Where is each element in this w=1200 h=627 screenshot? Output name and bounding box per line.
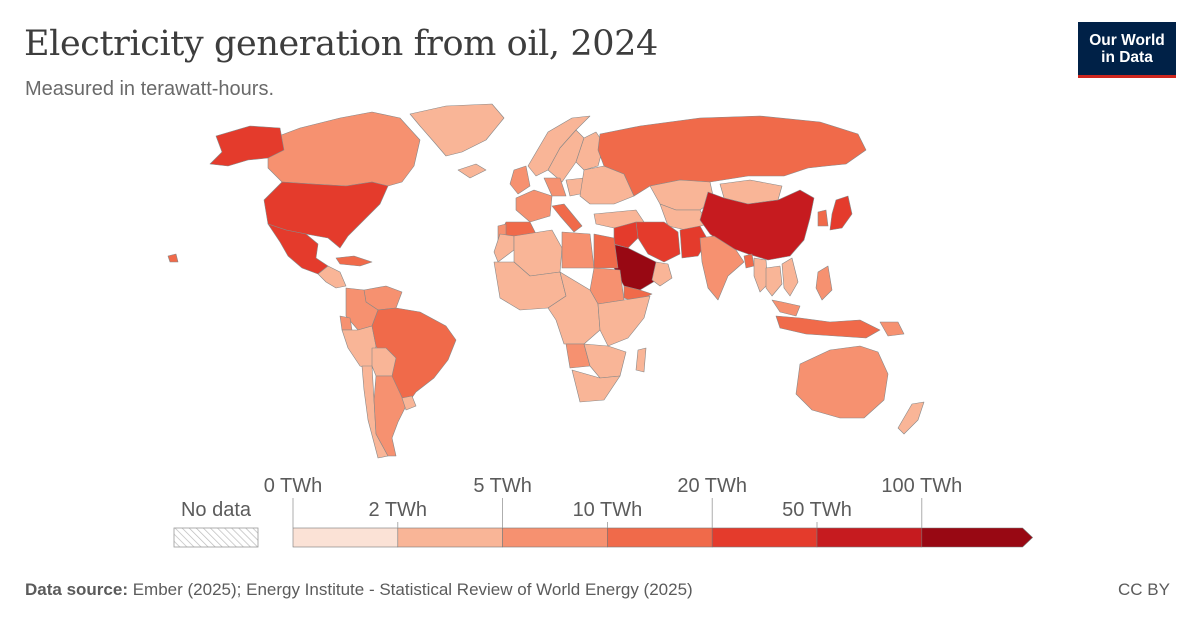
region-uruguay[interactable] (401, 395, 417, 411)
region-papua-new-guinea[interactable] (879, 321, 905, 337)
no-data-swatch (173, 527, 259, 548)
region-philippines[interactable] (815, 265, 833, 301)
region-greenland[interactable] (409, 103, 505, 157)
legend-tick-label-3: 5 TWh (473, 475, 532, 497)
region-germany[interactable] (543, 177, 567, 197)
legend-tick-label-1: 0 TWh (264, 475, 323, 497)
legend-swatch-3[interactable] (502, 527, 608, 548)
source-text: Ember (2025); Energy Institute - Statist… (132, 580, 693, 599)
region-thailand[interactable] (765, 265, 783, 297)
region-east-africa[interactable] (597, 295, 651, 347)
region-finland[interactable] (575, 131, 605, 171)
legend-tick-label-6: 50 TWh (782, 499, 852, 521)
chart-title: Electricity generation from oil, 2024 (24, 24, 658, 64)
chart-subtitle: Measured in terawatt-hours. (25, 78, 275, 100)
region-cuba[interactable] (335, 255, 373, 267)
region-italy[interactable] (551, 203, 583, 233)
region-madagascar[interactable] (635, 347, 647, 373)
source-label: Data source: (25, 580, 128, 599)
legend-swatch-6[interactable] (816, 527, 923, 548)
region-indonesia[interactable] (775, 315, 881, 339)
region-india[interactable] (699, 235, 745, 301)
region-alaska[interactable] (209, 125, 285, 167)
region-hawaii[interactable] (167, 253, 179, 263)
region-new-zealand[interactable] (897, 401, 925, 435)
logo-line-1: Our World (1089, 31, 1165, 49)
region-russia[interactable] (597, 115, 867, 197)
logo-line-2: in Data (1101, 48, 1153, 66)
legend-swatch-7[interactable] (921, 527, 1034, 548)
region-vietnam[interactable] (781, 257, 799, 297)
region-myanmar[interactable] (753, 257, 769, 293)
legend-swatch-5[interactable] (711, 527, 818, 548)
region-japan[interactable] (829, 195, 853, 231)
legend-swatch-1[interactable] (292, 527, 399, 548)
no-data-label: No data (181, 499, 252, 521)
world-map (167, 103, 925, 459)
region-australia[interactable] (795, 345, 889, 419)
region-korea[interactable] (817, 209, 829, 227)
region-central-america[interactable] (317, 265, 347, 289)
legend-tick-label-7: 100 TWh (881, 475, 962, 497)
color-legend: No data 0 TWh 2 TWh 5 TWh 10 TWh 20 TWh 50 TW… (173, 475, 1034, 548)
region-united-kingdom[interactable] (509, 165, 531, 195)
legend-tick-label-5: 20 TWh (677, 475, 747, 497)
region-france[interactable] (515, 189, 553, 223)
footer-source: Data source: Ember (2025); Energy Instit… (25, 580, 693, 600)
legend-swatch-4[interactable] (607, 527, 713, 548)
owid-logo[interactable]: Our World in Data (1078, 22, 1176, 78)
region-iran[interactable] (635, 221, 681, 263)
region-morocco[interactable] (493, 233, 515, 263)
legend-tick-label-4: 10 TWh (573, 499, 643, 521)
legend-swatch-2[interactable] (397, 527, 503, 548)
region-egypt[interactable] (593, 233, 619, 269)
region-malaysia[interactable] (771, 299, 801, 317)
region-south-africa[interactable] (571, 369, 621, 403)
legend-tick-label-2: 2 TWh (369, 499, 428, 521)
region-oman[interactable] (651, 261, 673, 287)
license-link[interactable]: CC BY (1118, 580, 1170, 599)
region-iceland[interactable] (457, 163, 487, 179)
region-argentina[interactable] (373, 375, 407, 457)
